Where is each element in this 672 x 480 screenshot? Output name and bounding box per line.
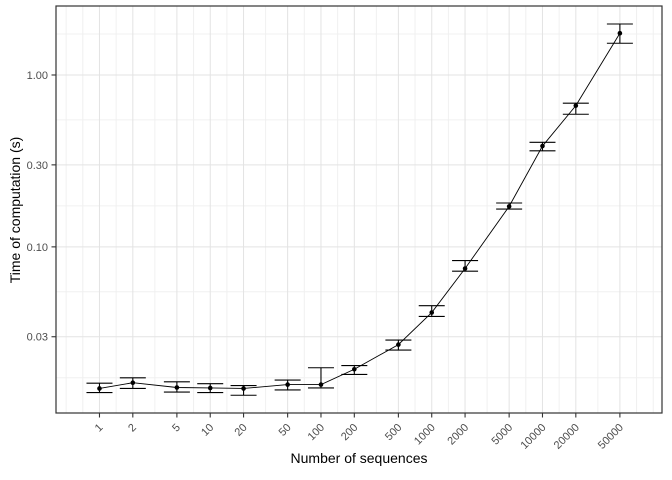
svg-text:50000: 50000 bbox=[596, 422, 626, 452]
y-axis-title: Time of computation (s) bbox=[7, 136, 23, 284]
x-tick-labels: 1 2 5 10 20 50 100 200 500 1000 2000 5000 10000 20000… bbox=[93, 422, 626, 452]
x-axis-title: Number of sequences bbox=[290, 450, 428, 466]
svg-text:2: 2 bbox=[126, 422, 139, 435]
svg-text:1: 1 bbox=[93, 422, 106, 435]
data-points bbox=[97, 30, 623, 391]
svg-text:0.10: 0.10 bbox=[27, 242, 48, 254]
panel-background bbox=[56, 6, 662, 413]
svg-text:100: 100 bbox=[306, 422, 327, 443]
svg-text:0.03: 0.03 bbox=[27, 332, 48, 344]
svg-text:200: 200 bbox=[339, 422, 360, 443]
svg-text:2000: 2000 bbox=[445, 422, 471, 448]
grid-major bbox=[56, 6, 662, 413]
svg-text:50: 50 bbox=[277, 422, 294, 439]
svg-text:500: 500 bbox=[383, 422, 404, 443]
svg-text:20000: 20000 bbox=[552, 422, 582, 452]
panel-border bbox=[55, 5, 663, 414]
svg-text:20: 20 bbox=[233, 422, 250, 439]
svg-text:0.30: 0.30 bbox=[27, 160, 48, 172]
svg-text:5000: 5000 bbox=[489, 422, 515, 448]
svg-text:1.00: 1.00 bbox=[27, 70, 48, 82]
axis-ticks bbox=[51, 74, 621, 418]
svg-text:1000: 1000 bbox=[412, 422, 438, 448]
svg-text:5: 5 bbox=[170, 422, 183, 435]
svg-text:10000: 10000 bbox=[518, 422, 548, 452]
y-tick-labels: 0.03 0.10 0.30 1.00 bbox=[27, 70, 48, 344]
grid-minor bbox=[56, 6, 662, 413]
svg-text:10: 10 bbox=[199, 422, 216, 439]
